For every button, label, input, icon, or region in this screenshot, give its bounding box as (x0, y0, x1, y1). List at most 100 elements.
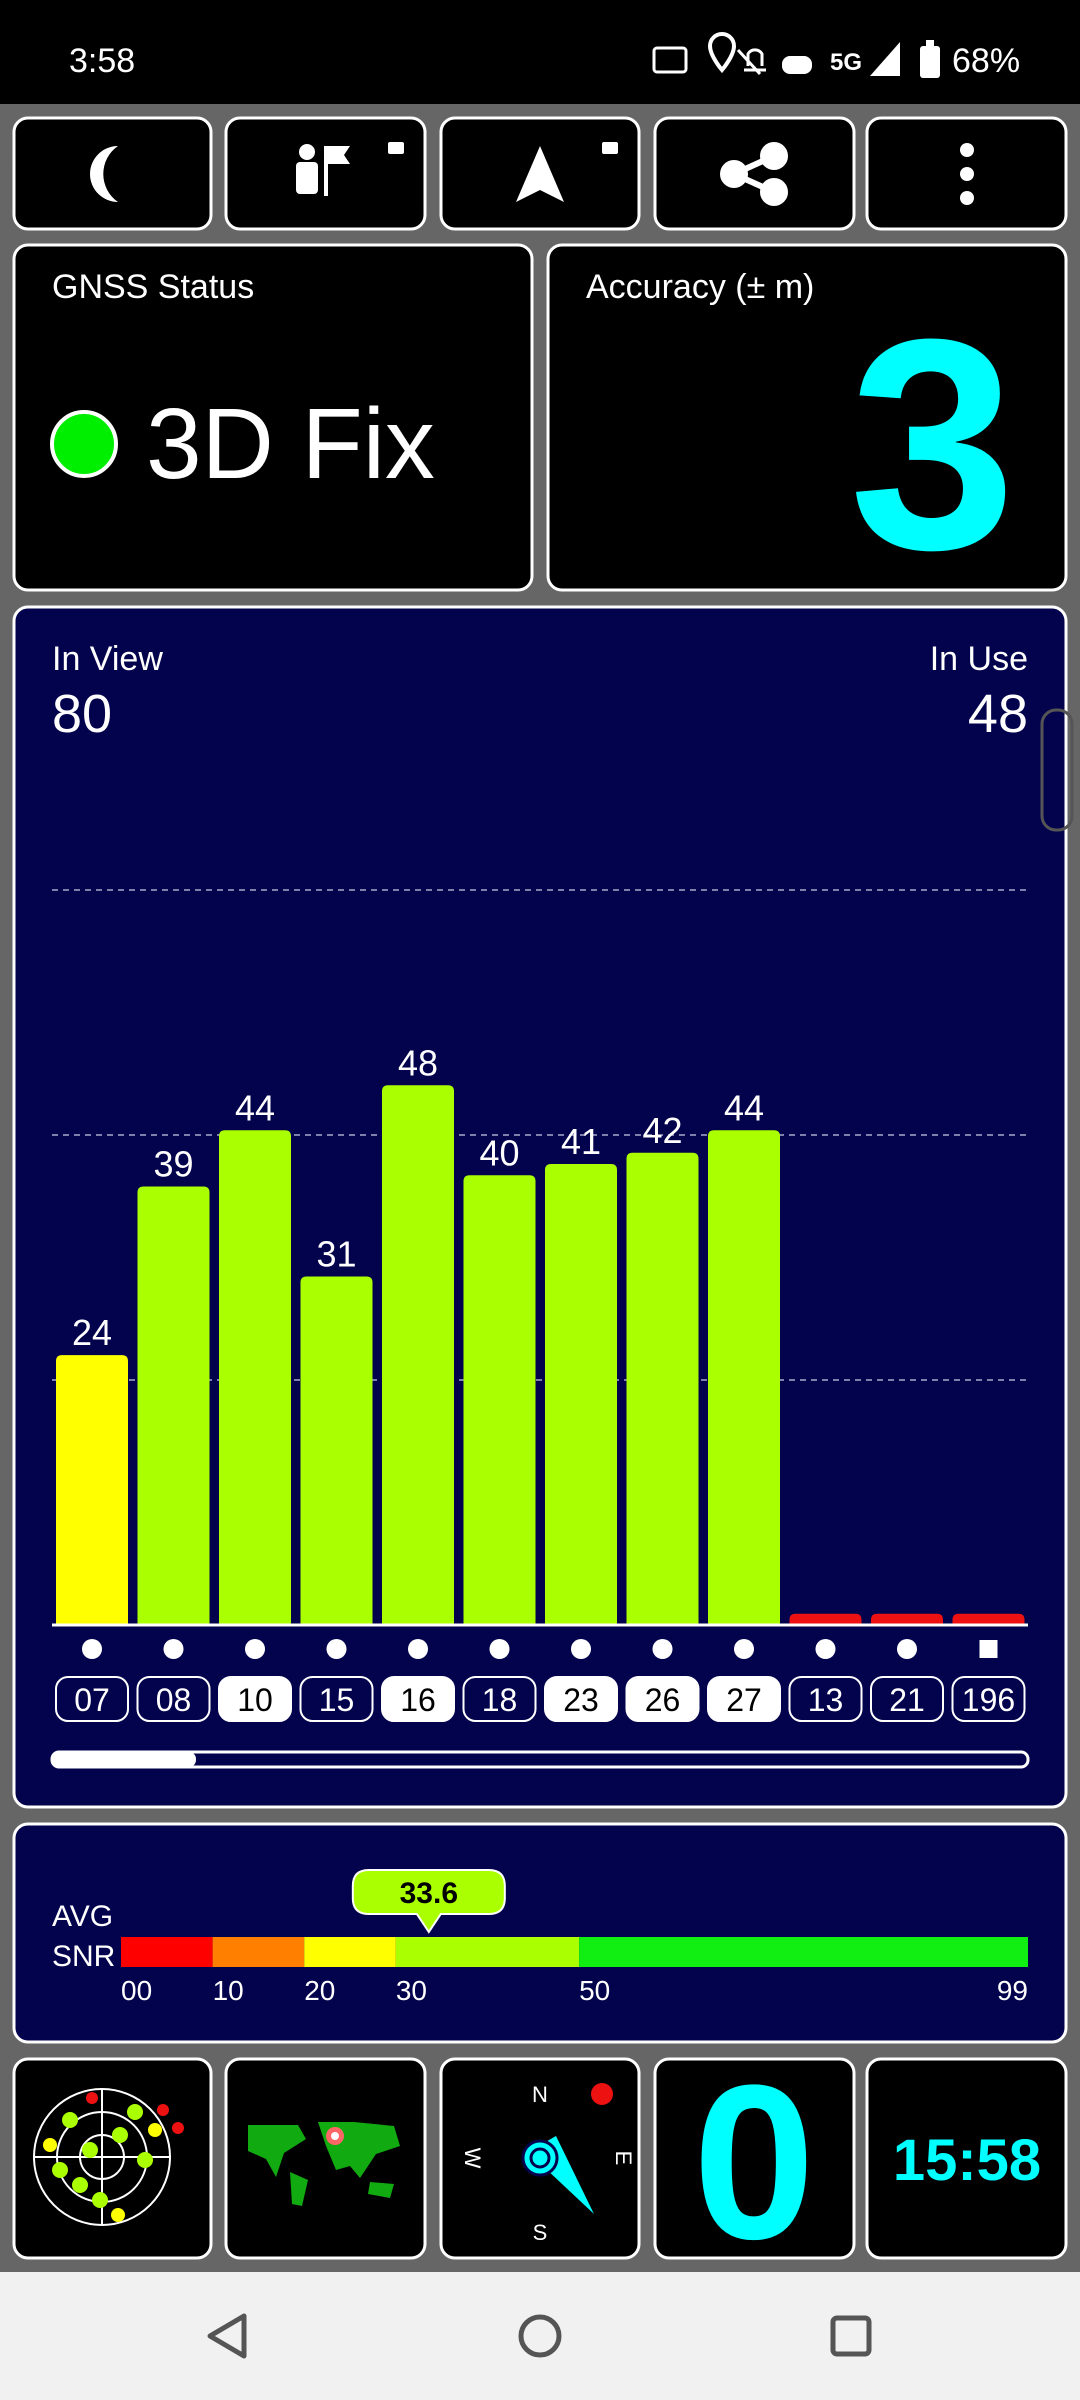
satellite-marker (163, 1639, 184, 1659)
toolbar (12, 116, 1068, 231)
edge-handle (1040, 708, 1074, 832)
snr-panel (12, 1822, 1068, 2044)
share-icon (720, 142, 788, 206)
satellite-marker (815, 1639, 836, 1659)
sky-plot (33, 2088, 184, 2226)
satellite-id-box[interactable] (951, 1676, 1026, 1722)
snr-label-snr: SNR (52, 1940, 115, 1973)
satellite-id: 26 (645, 1682, 681, 1718)
bar (545, 1164, 617, 1625)
bar-value-label: 24 (72, 1312, 112, 1353)
back-button[interactable] (207, 2313, 247, 2359)
bar-value-label: 39 (153, 1143, 193, 1184)
status-icons (652, 32, 940, 78)
in-view-value: 80 (52, 684, 112, 744)
accuracy-panel (546, 243, 1068, 592)
snr-tick-label: 99 (997, 1975, 1028, 2006)
count-value: 0 (693, 2039, 815, 2285)
satellite-marker (245, 1639, 265, 1659)
arrow-icon (516, 146, 564, 202)
satellite-id-box[interactable] (544, 1676, 618, 1722)
satellite-marker (979, 1640, 998, 1658)
status-bar (0, 0, 1080, 104)
snr-segment (579, 1937, 1028, 1967)
satellite-id: 21 (889, 1682, 925, 1718)
bar (708, 1130, 780, 1625)
status-time: 3:58 (69, 42, 135, 80)
count-tile[interactable] (653, 2057, 856, 2260)
bar-value-label: 41 (561, 1121, 601, 1162)
snr-tick-label: 50 (579, 1975, 610, 2006)
satellite-id-box[interactable] (55, 1676, 129, 1722)
snr-segment (395, 1937, 580, 1967)
satellite-id-box[interactable] (870, 1676, 944, 1722)
snr-tick-label: 10 (213, 1975, 244, 2006)
bar (463, 1175, 536, 1625)
satellite-id: 27 (726, 1682, 762, 1718)
in-use-value: 48 (968, 684, 1028, 744)
snr-segment (212, 1937, 305, 1967)
satellite-id: 15 (319, 1682, 355, 1718)
satellite-id: 18 (482, 1682, 518, 1718)
navigation-bar (0, 2272, 1080, 2400)
status-network: 5G (830, 49, 862, 76)
status-battery: 68% (952, 42, 1020, 80)
bar (300, 1276, 373, 1625)
bar (789, 1613, 862, 1625)
satellite-marker (489, 1639, 510, 1659)
gnss-status-panel (12, 243, 534, 592)
accuracy-value: 3 (849, 276, 1016, 612)
satellite-id: 07 (74, 1682, 110, 1718)
bar-group: 24 07 39 08 44 10 31 15 48 16 40 18 41 23 42 26 44 27 13 21… (55, 1042, 1026, 1722)
satellite-marker (408, 1639, 428, 1659)
scrollbar-thumb[interactable] (52, 1752, 196, 1767)
share-button[interactable] (653, 116, 856, 231)
bar-value-label: 40 (479, 1132, 519, 1173)
satellite-id: 16 (400, 1682, 436, 1718)
compass (521, 2083, 613, 2214)
snr-tick-label: 00 (121, 1975, 152, 2006)
clock-value: 15:58 (893, 2128, 1041, 2193)
snr-segment (121, 1937, 213, 1967)
satellite-id-box[interactable] (462, 1676, 537, 1722)
clock-tile[interactable] (865, 2057, 1068, 2260)
bar-value-label: 42 (642, 1110, 682, 1151)
satellite-id-box[interactable] (707, 1676, 781, 1722)
compass-south: S (533, 2220, 548, 2245)
snr-marker (351, 1869, 506, 1934)
bar (382, 1085, 454, 1625)
satellite-id-box[interactable] (218, 1676, 292, 1722)
satellite-marker (734, 1639, 754, 1659)
bar (137, 1186, 210, 1625)
satellite-id: 23 (563, 1682, 599, 1718)
snr-scale: 00 10 20 30 50 99 33.6 (121, 1869, 1028, 2006)
satellite-id-box[interactable] (625, 1676, 700, 1722)
bar-value-label: 44 (235, 1087, 275, 1128)
satellite-id: 196 (962, 1682, 1015, 1718)
satellite-id-box[interactable] (788, 1676, 863, 1722)
snr-label-avg: AVG (52, 1900, 113, 1933)
lock-icon (602, 142, 618, 154)
gnss-status-title: GNSS Status (52, 268, 254, 306)
night-mode-button[interactable] (12, 116, 213, 231)
compass-west: W (460, 2148, 485, 2169)
world-map-tile[interactable] (224, 2057, 427, 2260)
bar (219, 1130, 291, 1625)
home-button[interactable] (518, 2314, 562, 2358)
satellite-marker (571, 1639, 591, 1659)
recents-button[interactable] (830, 2315, 872, 2357)
moon-icon (90, 146, 118, 202)
satellite-id-box[interactable] (299, 1676, 374, 1722)
gnss-fix: 3D Fix (146, 388, 435, 500)
snr-tick-label: 30 (396, 1975, 427, 2006)
bottom-tiles: N S W E 0 15:58 (12, 2039, 1068, 2285)
satellite-id: 13 (808, 1682, 844, 1718)
in-use-label: In Use (930, 640, 1028, 678)
accuracy-title: Accuracy (± m) (586, 268, 814, 306)
satellite-id-box[interactable] (136, 1676, 211, 1722)
bar (56, 1355, 128, 1625)
person-icon (296, 142, 404, 196)
satellite-id-box[interactable] (381, 1676, 455, 1722)
menu-icon (960, 143, 974, 205)
